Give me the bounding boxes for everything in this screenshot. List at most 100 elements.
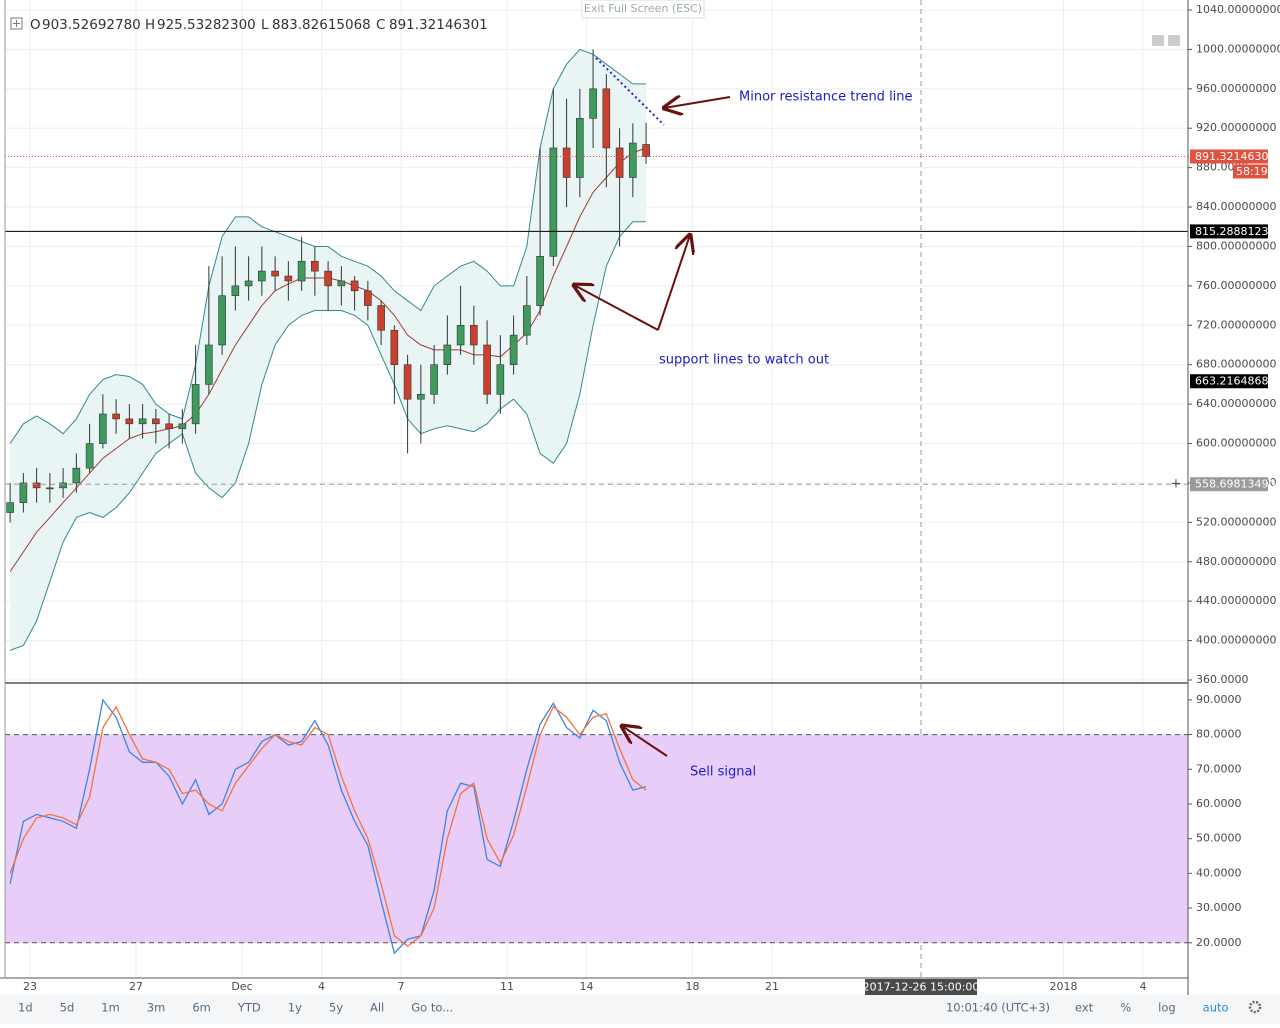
candle-body [59,482,67,489]
range-button[interactable]: Go to... [411,1001,453,1015]
clock: 10:01:40 (UTC+3) [946,1001,1050,1015]
candle-body [509,334,518,366]
candle-body [112,413,120,420]
collapse-icon[interactable] [10,17,23,30]
y-tick-label: 480.00000000 [1196,555,1276,568]
countdown-label: 58:19 [1236,165,1268,178]
annotation-arrow [657,235,690,331]
candle-body [536,256,544,306]
y-tick-label: 40.0000 [1196,866,1242,879]
candle-body [19,482,28,503]
candle-body [125,418,134,425]
annotation-arrow [574,285,659,331]
candle-body [244,280,253,287]
range-button[interactable]: All [370,1001,384,1015]
x-tick-label: 18 [685,980,699,993]
y-tick-label: 600.00000000 [1196,437,1276,450]
candle-body [99,413,107,444]
candle-body [165,423,173,430]
x-tick-label: 27 [129,980,143,993]
crosshair-time-label: 2017-12-26 15:00:00 [863,981,980,994]
range-button[interactable]: 5d [60,1001,75,1015]
candle-body [642,144,650,157]
range-button[interactable]: 6m [192,1001,211,1015]
countdown-flag [1233,164,1268,179]
price-flag [1190,477,1268,492]
crosshair-plus: + [1171,477,1182,492]
y-tick-label: 720.00000000 [1196,318,1276,331]
crosshair-time-flag [865,979,978,995]
y-tick-label: 920.00000000 [1196,121,1276,134]
candle-body [6,502,14,513]
y-tick-label: 400.00000000 [1196,634,1276,647]
bollinger-upper [9,48,647,444]
x-tick-label: 4 [1139,980,1146,993]
price-flag [1190,374,1268,389]
candle-body [430,364,438,395]
y-tick-label: 640.00000000 [1196,397,1276,410]
range-button[interactable]: 1m [101,1001,120,1015]
ohlc-value: 883.82615068 [272,17,371,33]
price-flag-label: 663.21648686 [1195,375,1275,388]
y-tick-label: 20.0000 [1196,936,1242,949]
pane-button[interactable] [1152,35,1164,46]
candle-body [311,260,319,272]
candle-body [72,467,81,484]
ohlc-value: 891.32146301 [389,17,488,33]
candle-body [576,118,584,178]
y-tick-label: 800.00000000 [1196,239,1276,252]
option-button[interactable]: log [1158,1001,1176,1015]
candle-body [523,305,531,336]
candle-body [483,344,491,395]
x-tick-label: 14 [579,980,593,993]
annotation-arrow [664,97,731,108]
x-tick-label: 23 [23,980,37,993]
y-tick-label: 1040.00000000 [1196,3,1280,16]
option-button[interactable]: % [1120,1001,1131,1015]
ohlc-letter: O [30,17,41,33]
exit-fullscreen-button[interactable] [581,0,705,19]
annotation: Sell signal [690,765,756,780]
x-tick-label: 11 [500,980,514,993]
option-button[interactable]: auto [1203,1001,1229,1015]
candle-body [615,147,624,178]
plot: 23 27 Dec 4 7 11 14 18 21 2018 4 1040.00000000 1000.… [5,0,1280,995]
candle-body [138,418,147,425]
settings-icon[interactable] [1248,1000,1262,1014]
stochastic-line [9,698,647,955]
range-button[interactable]: 1y [288,1001,302,1015]
price-flag [1190,224,1268,239]
range-button[interactable]: 5y [329,1001,343,1015]
candle-body [470,324,478,346]
candle-body [297,260,306,282]
price-flag [1190,149,1268,164]
candle-body [417,393,425,400]
candle-body [377,305,385,331]
pane-button[interactable] [1168,35,1180,46]
candle-body [258,270,266,282]
candle-body [205,344,213,385]
candle-body [350,280,359,292]
price-flag-label: 558.69813490 [1195,478,1275,491]
range-button[interactable]: 1d [18,1001,33,1015]
range-button[interactable]: 3m [147,1001,166,1015]
range-button[interactable]: YTD [237,1001,261,1015]
ohlc-value: 903.52692780 [42,17,141,33]
candle-body [602,88,611,149]
overbought-band [5,734,1188,943]
x-tick-label: 21 [765,980,779,993]
candle-body [549,147,558,257]
trend-line [595,57,665,126]
option-button[interactable]: ext [1075,1001,1094,1015]
y-tick-label: 840.00000000 [1196,200,1276,213]
candle-body [443,344,452,366]
y-tick-label: 1000.00000000 [1196,42,1280,55]
candle-body [231,285,240,297]
candle-body [324,270,332,287]
y-tick-label: 680.00000000 [1196,358,1276,371]
x-tick-label: 4 [318,980,325,993]
y-tick-label: 50.0000 [1196,832,1242,845]
candle-body [271,270,279,277]
candle-body [629,142,637,178]
annotation-arrow [622,726,668,757]
